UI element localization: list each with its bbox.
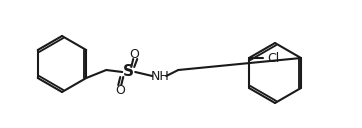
Text: S: S [123,65,134,79]
Text: NH: NH [151,70,170,83]
Text: O: O [115,83,125,97]
Text: O: O [129,47,139,61]
Text: Cl: Cl [267,51,279,65]
